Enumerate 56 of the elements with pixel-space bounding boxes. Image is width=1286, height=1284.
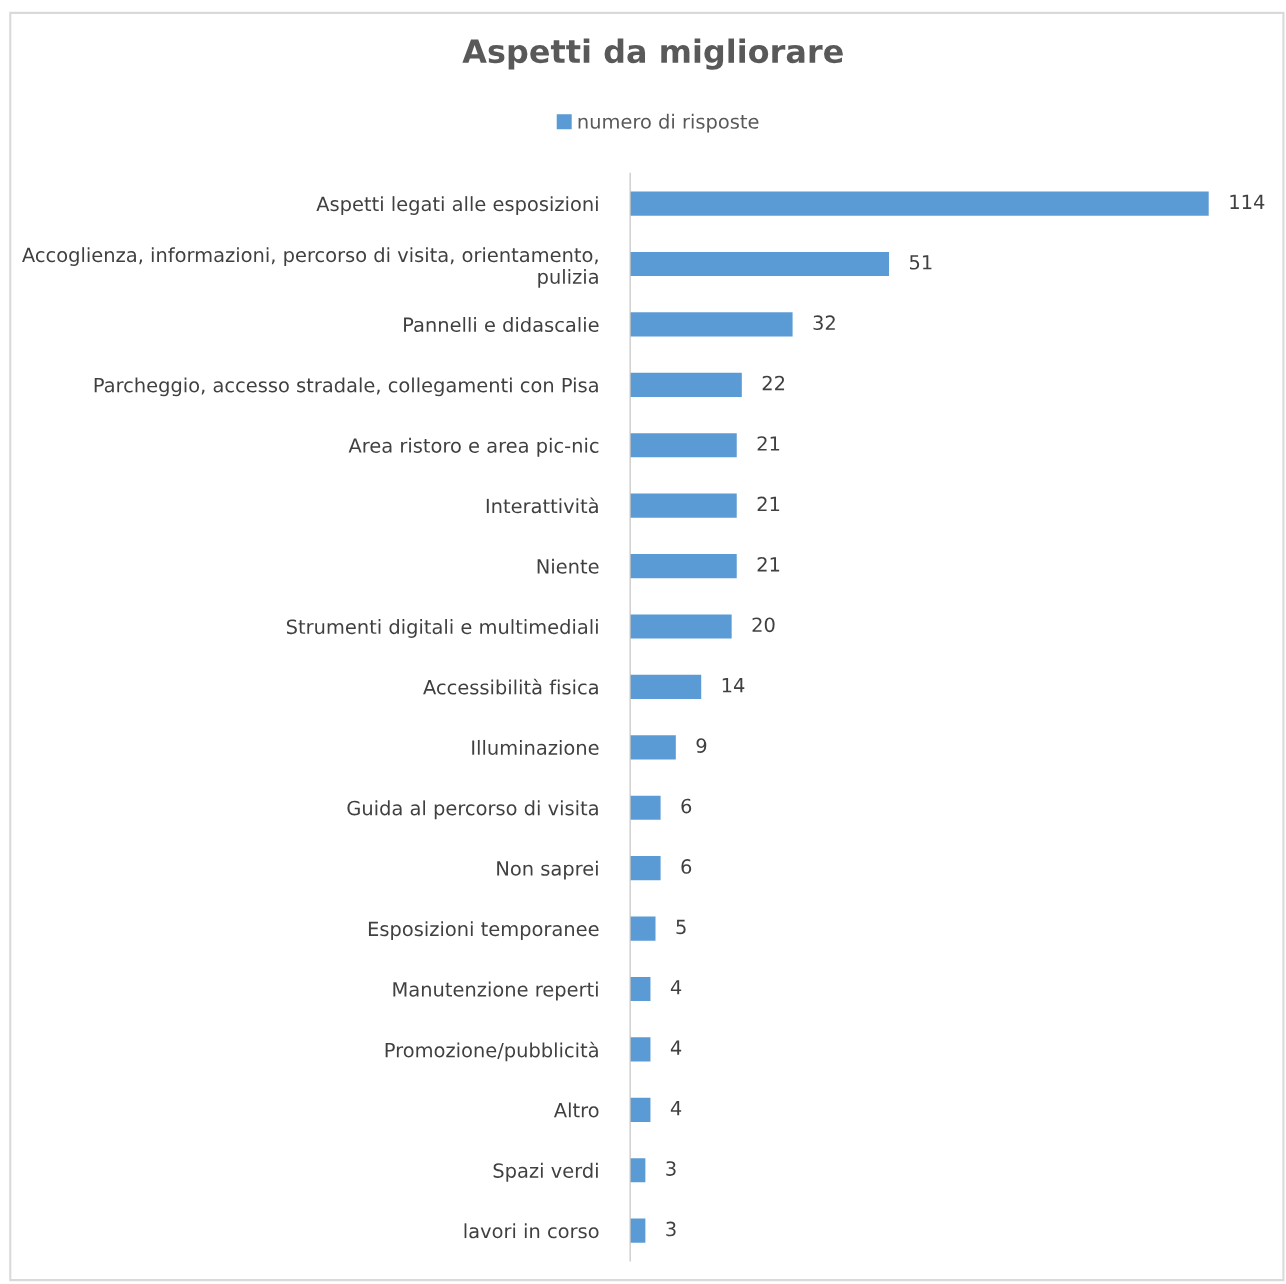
y-tick-label: Accessibilità fisica (423, 678, 598, 695)
data-label: 114 (1230, 194, 1265, 209)
bar (630, 976, 651, 1002)
data-label: 14 (722, 678, 745, 693)
y-tick-label: Interattività (486, 497, 598, 514)
y-tick-label: Guida al percorso di visita (347, 800, 598, 820)
y-tick-label: Non saprei (497, 860, 598, 880)
data-label: 32 (813, 315, 835, 331)
bar (630, 553, 737, 579)
y-tick-label: Altro (553, 1102, 599, 1118)
data-label: 4 (670, 980, 682, 995)
bar (630, 312, 793, 337)
data-label: 21 (757, 557, 780, 572)
bar (630, 795, 661, 820)
data-label: 9 (696, 738, 707, 753)
bar (630, 614, 732, 639)
bar (630, 1097, 651, 1122)
y-tick-label: Illuminazione (472, 739, 599, 755)
bar (630, 493, 737, 518)
data-label: 6 (681, 798, 692, 814)
y-tick-label: Strumenti digitali e multimediali (286, 619, 598, 638)
data-label: 3 (666, 1221, 676, 1237)
legend-label: numero di risposte (578, 113, 759, 133)
y-tick-label: Accoglienza, informazioni, percorso di visita, orientamento, pulizia (22, 247, 598, 288)
data-label: 3 (666, 1161, 676, 1176)
data-label: 20 (752, 617, 775, 633)
bar (630, 674, 702, 699)
y-tick-label: Spazi verdi (493, 1162, 598, 1182)
y-tick-label: Manutenzione reperti (393, 981, 598, 1001)
data-label: 22 (762, 375, 785, 391)
data-label: 21 (757, 436, 780, 451)
y-tick-label: Pannelli e didascalie (404, 317, 599, 333)
y-tick-label: Niente (537, 558, 599, 574)
data-label: 5 (676, 919, 686, 935)
chart-title: Aspetti da migliorare (462, 38, 843, 70)
y-tick-label: Promozione/pubblicità (385, 1041, 598, 1062)
data-label: 6 (681, 859, 692, 874)
bar (630, 1158, 646, 1183)
y-tick-label: lavori in corso (464, 1223, 599, 1239)
bar (630, 1037, 651, 1062)
bar (630, 856, 661, 881)
bar (630, 916, 656, 941)
data-label: 4 (670, 1040, 682, 1055)
y-tick-label: Area ristoro e area pic-nic (348, 437, 599, 457)
data-label: 4 (670, 1101, 682, 1116)
y-tick-label: Aspetti legati alle esposizioni (316, 196, 598, 215)
bar (630, 433, 737, 458)
bar (630, 191, 1209, 216)
data-label: 51 (909, 255, 932, 270)
data-label: 21 (757, 496, 780, 512)
bar (630, 372, 742, 397)
bar (630, 1218, 646, 1243)
bar (630, 251, 890, 277)
y-tick-label: Esposizioni temporanee (368, 921, 599, 941)
bar (630, 735, 676, 760)
y-tick-label: Parcheggio, accesso stradale, collegamenti con Pisa (94, 377, 598, 397)
